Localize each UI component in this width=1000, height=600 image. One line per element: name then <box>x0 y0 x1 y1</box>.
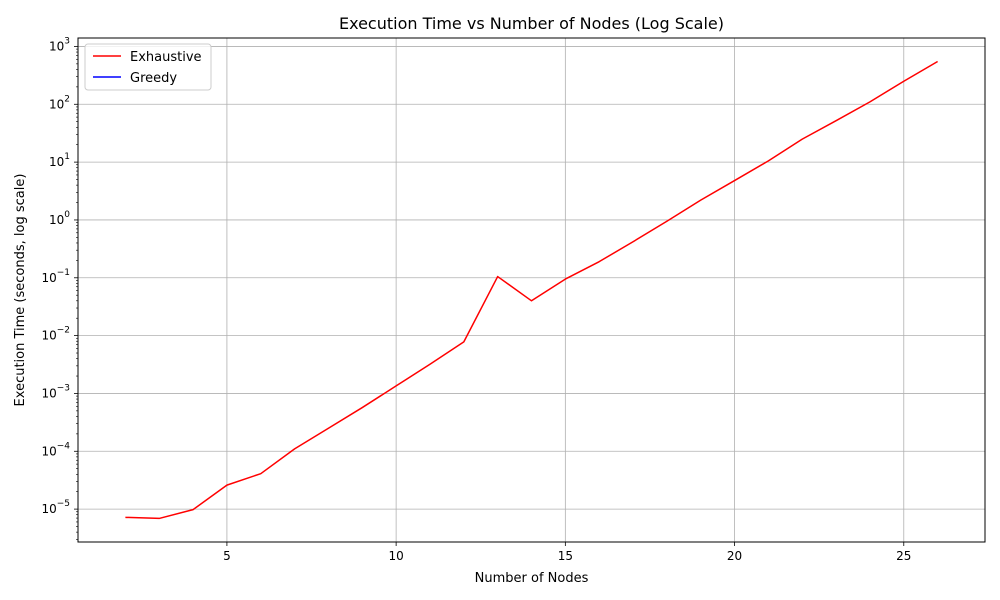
y-tick-exponent: −3 <box>57 383 70 393</box>
y-tick-exponent: −1 <box>57 268 70 278</box>
legend: Exhaustive Greedy <box>84 43 212 91</box>
series-layer <box>125 60 938 520</box>
y-tick-base: 10 <box>41 502 56 516</box>
y-tick-base: 10 <box>41 329 56 343</box>
x-tick-label: 15 <box>558 549 573 563</box>
y-tick-base: 10 <box>41 271 56 285</box>
x-tick-label: 5 <box>223 549 231 563</box>
chart-title: Execution Time vs Number of Nodes (Log S… <box>339 14 724 33</box>
y-tick-exponent: −2 <box>57 326 70 336</box>
x-tick-label: 10 <box>388 549 403 563</box>
y-tick-base: 10 <box>49 39 64 53</box>
x-tick-label: 20 <box>727 549 742 563</box>
x-axis-title: Number of Nodes <box>475 571 589 586</box>
y-tick-exponent: 1 <box>64 152 70 162</box>
y-tick-label: 10−2 <box>41 326 70 343</box>
y-tick-base: 10 <box>49 155 64 169</box>
y-tick-label: 10−1 <box>41 268 70 285</box>
y-tick-exponent: 2 <box>64 94 70 104</box>
y-axis-title: Execution Time (seconds, log scale) <box>13 174 28 407</box>
grid <box>78 38 985 542</box>
x-tick-label: 25 <box>896 549 911 563</box>
y-tick-exponent: −4 <box>57 441 71 451</box>
y-tick-label: 10−4 <box>41 441 70 458</box>
y-tick-base: 10 <box>49 97 64 111</box>
y-tick-exponent: −5 <box>57 499 70 509</box>
y-tick-label: 10−3 <box>41 383 70 400</box>
y-tick-base: 10 <box>41 386 56 400</box>
legend-label-exhaustive: Exhaustive <box>130 50 202 65</box>
y-tick-label: 101 <box>49 152 70 169</box>
y-tick-base: 10 <box>41 444 56 458</box>
y-tick-label: 103 <box>49 36 70 53</box>
y-tick-exponent: 3 <box>64 36 70 46</box>
x-axis-ticks: 5 10 15 20 25 <box>223 542 911 563</box>
y-tick-label: 102 <box>49 94 70 111</box>
y-tick-exponent: 0 <box>64 210 70 220</box>
y-tick-base: 10 <box>49 213 64 227</box>
y-tick-label: 100 <box>49 210 70 227</box>
plot-frame <box>77 37 986 543</box>
legend-label-greedy: Greedy <box>130 71 177 86</box>
y-tick-label: 10−5 <box>41 499 70 516</box>
